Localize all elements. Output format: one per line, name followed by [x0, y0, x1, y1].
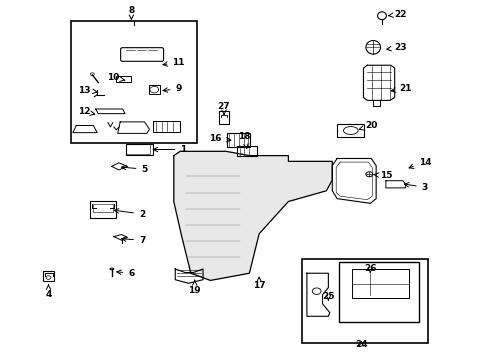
Bar	[337, 124, 364, 137]
Text: 25: 25	[322, 292, 334, 301]
Text: 11: 11	[163, 58, 184, 67]
Text: 27: 27	[217, 102, 230, 114]
Text: 13: 13	[78, 86, 97, 95]
Text: 6: 6	[117, 269, 134, 278]
Text: 1: 1	[153, 145, 186, 154]
Text: 21: 21	[390, 84, 411, 93]
Bar	[153, 121, 180, 132]
Text: 8: 8	[128, 6, 134, 19]
Text: 19: 19	[188, 280, 201, 295]
Text: 24: 24	[354, 341, 367, 350]
Text: 2: 2	[114, 209, 145, 219]
Bar	[116, 76, 131, 82]
Bar	[338, 262, 418, 321]
Text: 14: 14	[408, 158, 430, 168]
Text: 23: 23	[386, 43, 406, 52]
Text: 20: 20	[359, 121, 377, 130]
Text: 17: 17	[252, 277, 265, 290]
Text: 22: 22	[387, 10, 406, 19]
Bar	[218, 111, 229, 123]
Text: 10: 10	[106, 73, 124, 82]
Text: 4: 4	[45, 285, 52, 299]
Bar	[226, 133, 250, 147]
Bar	[71, 21, 197, 143]
Bar	[149, 85, 159, 94]
Bar	[237, 146, 256, 156]
Bar	[302, 259, 427, 343]
Text: 26: 26	[363, 265, 376, 274]
Text: 16: 16	[208, 134, 230, 143]
Bar	[93, 204, 113, 212]
Text: 5: 5	[122, 165, 147, 174]
Text: 15: 15	[373, 171, 391, 180]
Text: 7: 7	[122, 236, 145, 245]
Text: 9: 9	[163, 84, 182, 93]
Bar	[126, 144, 150, 154]
Bar	[90, 201, 116, 218]
Polygon shape	[173, 151, 331, 280]
Bar	[43, 271, 54, 281]
Text: 18: 18	[238, 132, 250, 148]
Text: 12: 12	[78, 107, 95, 116]
Text: 3: 3	[404, 183, 427, 192]
Bar	[126, 144, 153, 156]
